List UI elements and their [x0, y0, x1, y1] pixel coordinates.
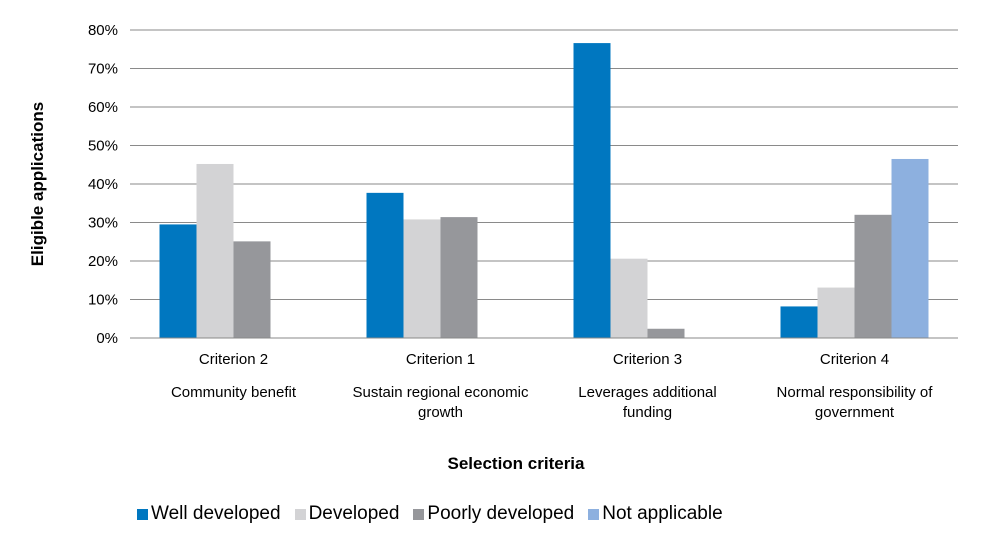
legend-swatch: [413, 508, 425, 520]
x-axis-title: Selection criteria: [447, 454, 585, 473]
bar: [366, 192, 404, 338]
legend-swatch: [137, 508, 148, 520]
legend-item: Poorly developed: [413, 503, 574, 525]
legend: Well developed Developed Poorly developed N…: [137, 503, 737, 525]
y-tick-label: 70%: [88, 61, 118, 78]
bar: [891, 158, 929, 338]
category-label: growth: [418, 404, 463, 421]
legend-swatch: [294, 508, 306, 520]
y-tick-label: 40%: [88, 176, 118, 193]
category-label: Criterion 3: [613, 351, 682, 368]
legend-label: Well developed: [151, 503, 281, 524]
bar: [817, 287, 855, 338]
bars: [159, 43, 929, 339]
legend-item: Well developed: [137, 503, 281, 525]
category-label: government: [815, 404, 895, 421]
legend-item: Not applicable: [588, 503, 723, 525]
category-label: Criterion 4: [820, 351, 889, 368]
bar: [196, 163, 234, 338]
bar: [610, 258, 648, 338]
legend-label: Poorly developed: [427, 503, 575, 524]
y-tick-label: 50%: [88, 138, 118, 155]
bar: [233, 241, 271, 338]
bar: [573, 43, 611, 339]
y-tick-label: 0%: [96, 330, 118, 347]
y-axis-ticks: 0% 10% 20% 30% 40% 50% 60% 70% 80%: [88, 22, 118, 347]
category-label: Criterion 2: [199, 351, 268, 368]
bar: [780, 306, 818, 338]
category-label: Community benefit: [171, 384, 297, 401]
bar: [159, 224, 197, 338]
bar: [854, 214, 892, 338]
legend-swatch: [588, 508, 600, 520]
category-label: funding: [623, 404, 672, 421]
legend-label: Not applicable: [602, 503, 723, 524]
y-tick-label: 30%: [88, 215, 118, 232]
category-label: Normal responsibility of: [777, 384, 934, 401]
legend-label: Developed: [308, 503, 400, 524]
y-tick-label: 80%: [88, 22, 118, 39]
category-labels: Criterion 2 Community benefit Criterion 1 S…: [171, 351, 933, 421]
y-tick-label: 20%: [88, 253, 118, 270]
y-axis-title: Eligible applications: [28, 102, 47, 266]
category-label: Criterion 1: [406, 351, 475, 368]
bar: [440, 217, 478, 338]
legend-item: Developed: [294, 503, 400, 525]
category-label: Leverages additional: [578, 384, 716, 401]
y-tick-label: 60%: [88, 99, 118, 116]
y-tick-label: 10%: [88, 292, 118, 309]
bar: [647, 328, 685, 338]
bar: [403, 219, 441, 338]
category-label: Sustain regional economic: [353, 384, 529, 401]
